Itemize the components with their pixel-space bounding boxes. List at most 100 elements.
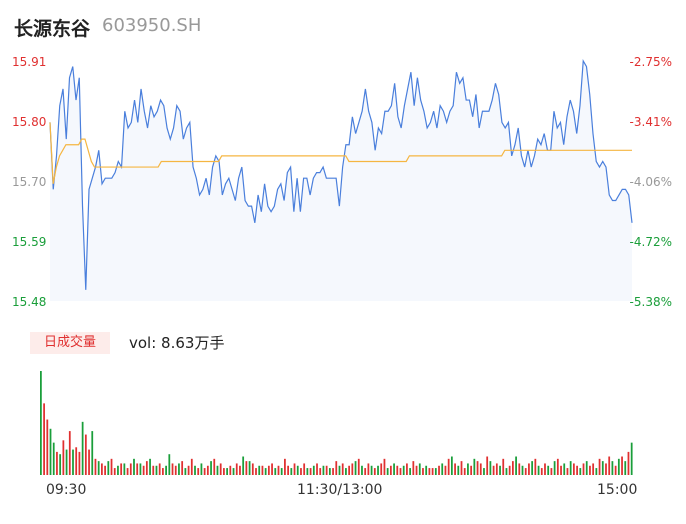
volume-bar — [133, 458, 135, 475]
volume-bar — [325, 465, 328, 475]
stock-code: 603950.SH — [102, 15, 202, 36]
volume-bar — [425, 465, 428, 475]
volume-bar — [540, 468, 543, 475]
volume-bar — [354, 461, 357, 475]
volume-bar — [258, 465, 261, 475]
volume-bar — [206, 465, 209, 475]
volume-bar — [502, 458, 505, 475]
volume-bar — [463, 468, 466, 475]
volume-bar — [113, 468, 116, 475]
volume-bar — [499, 465, 501, 475]
pct-tick-2: -3.41% — [629, 115, 672, 129]
volume-bar — [383, 458, 386, 475]
price-tick-4: 15.59 — [12, 235, 47, 249]
volume-bar — [389, 465, 392, 475]
volume-bar — [457, 465, 460, 475]
volume-bar — [598, 458, 601, 475]
volume-bar — [162, 468, 164, 475]
volume-bar — [515, 456, 517, 475]
volume-bar — [75, 447, 78, 475]
average-price-line — [49, 122, 632, 184]
volume-bar — [43, 403, 45, 475]
volume-bar — [524, 468, 527, 475]
volume-bar — [438, 465, 440, 475]
volume-bar — [492, 465, 495, 475]
daily-volume-tab[interactable]: 日成交量 — [30, 332, 110, 354]
volume-bar — [589, 465, 591, 475]
volume-bar — [537, 465, 540, 475]
volume-bar — [627, 451, 630, 475]
price-tick-3: 15.70 — [12, 175, 47, 189]
volume-bar — [547, 465, 550, 475]
volume-bar — [239, 465, 241, 475]
volume-bar — [197, 468, 200, 475]
volume-bar — [296, 465, 299, 475]
volume-bar — [149, 458, 151, 475]
volume-bar — [200, 463, 203, 475]
volume-bar — [569, 461, 572, 475]
volume-bar — [59, 454, 62, 475]
volume-bar — [303, 463, 306, 475]
volume-bar — [274, 468, 277, 475]
volume-bar — [377, 465, 379, 475]
volume-bar — [203, 468, 206, 475]
volume-bar — [521, 465, 524, 475]
volume-bar — [511, 461, 514, 475]
volume-bar — [486, 456, 489, 475]
volume-bar — [553, 461, 556, 475]
volume-bar — [81, 421, 84, 475]
volume-bar — [52, 442, 55, 475]
volume-bar — [534, 458, 537, 475]
pct-tick-3: -4.06% — [629, 175, 672, 189]
volume-bar — [576, 465, 578, 475]
volume-bar — [412, 461, 415, 475]
stock-name: 长源东谷 — [14, 18, 91, 40]
volume-bar — [235, 463, 238, 475]
volume-bar — [126, 468, 129, 475]
volume-bar — [219, 463, 222, 475]
volume-bar — [129, 463, 132, 475]
volume-bar — [431, 468, 434, 475]
volume-bar — [117, 465, 119, 475]
volume-bar — [364, 468, 367, 475]
volume-bar — [139, 463, 142, 475]
volume-bar — [88, 449, 90, 475]
volume-bar — [341, 463, 344, 475]
pct-tick-4: -4.72% — [629, 235, 672, 249]
pct-tick-5: -5.38% — [629, 295, 672, 309]
time-tick-midday: 11:30/13:00 — [297, 482, 383, 498]
volume-bar — [290, 468, 293, 475]
volume-bar — [566, 468, 569, 475]
volume-bar — [460, 461, 463, 475]
price-tick-5: 15.48 — [12, 295, 47, 309]
volume-bar — [560, 465, 562, 475]
volume-bar — [434, 468, 437, 475]
volume-bar — [194, 465, 196, 475]
volume-bar — [563, 463, 566, 475]
volume-bar — [611, 461, 614, 475]
price-tick-2: 15.80 — [12, 115, 47, 129]
volume-bar — [62, 440, 65, 475]
volume-bar — [447, 458, 450, 475]
volume-bar — [190, 458, 193, 475]
volume-bar — [187, 465, 190, 475]
volume-bar — [280, 468, 283, 475]
volume-bar — [396, 465, 399, 475]
volume-bar — [165, 465, 167, 475]
volume-bar — [361, 465, 363, 475]
volume-bar — [168, 454, 171, 475]
volume-bar — [213, 458, 216, 475]
volume-bar — [373, 468, 376, 475]
volume-bar — [418, 463, 421, 475]
volume-bar — [367, 463, 370, 475]
volume-bar — [495, 463, 498, 475]
volume-bar — [248, 461, 251, 475]
volume-bar — [386, 468, 389, 475]
volume-bar — [489, 461, 492, 475]
volume-bar — [621, 456, 623, 475]
price-tick-1: 15.91 — [12, 55, 47, 69]
volume-bar — [287, 465, 289, 475]
volume-bar — [467, 463, 469, 475]
volume-bar — [226, 468, 228, 475]
volume-bar — [444, 465, 447, 475]
